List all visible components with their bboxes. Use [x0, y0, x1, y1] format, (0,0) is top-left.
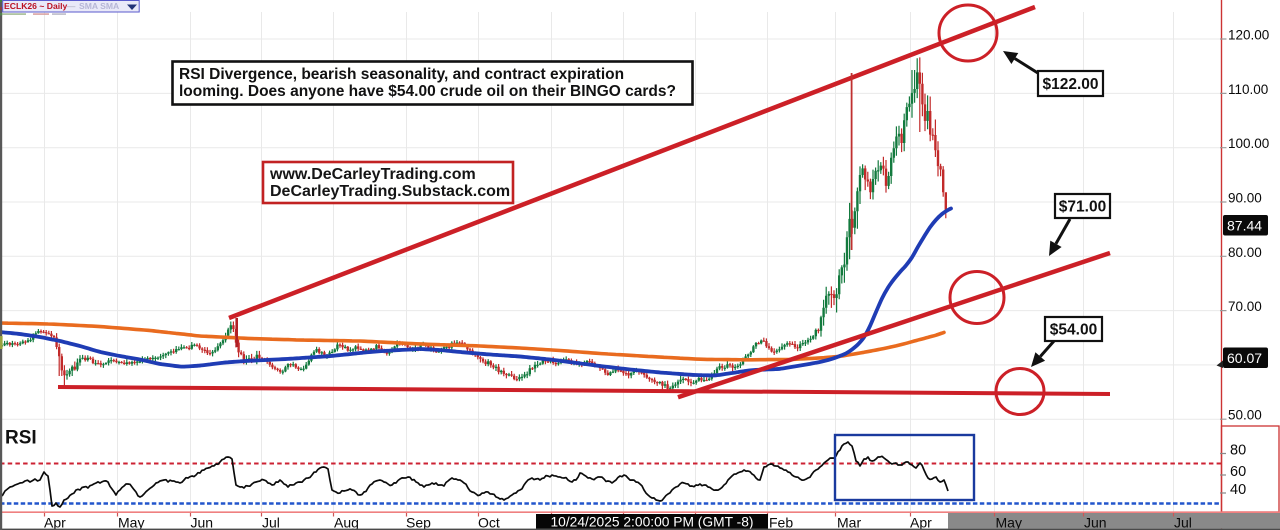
svg-text:10/24/2025 2:00:00 PM (GMT -8): 10/24/2025 2:00:00 PM (GMT -8) — [551, 515, 754, 530]
svg-text:looming. Does anyone have $54.: looming. Does anyone have $54.00 crude o… — [179, 83, 676, 100]
svg-text:120.00: 120.00 — [1228, 28, 1269, 43]
svg-text:87.44: 87.44 — [1227, 218, 1262, 234]
svg-text:Feb: Feb — [769, 515, 793, 530]
svg-text:DeCarleyTrading.Substack.com: DeCarleyTrading.Substack.com — [270, 183, 510, 200]
svg-text:Aug: Aug — [334, 515, 359, 530]
svg-text:$122.00: $122.00 — [1042, 76, 1098, 93]
svg-text:RSI: RSI — [5, 428, 37, 449]
svg-text:100.00: 100.00 — [1228, 136, 1269, 151]
svg-text:$71.00: $71.00 — [1059, 198, 1106, 215]
svg-text:$54.00: $54.00 — [1050, 321, 1097, 338]
svg-text:May: May — [118, 515, 144, 530]
svg-text:50.00: 50.00 — [1228, 408, 1262, 423]
svg-text:Apr: Apr — [44, 515, 66, 530]
svg-text:70.00: 70.00 — [1228, 299, 1262, 314]
svg-text:Apr: Apr — [910, 515, 932, 530]
svg-text:ECLK26 ~ Daily: ECLK26 ~ Daily — [4, 1, 68, 11]
svg-text:SMA SMA: SMA SMA — [79, 1, 119, 11]
svg-text:80: 80 — [1230, 443, 1246, 459]
svg-text:Jun: Jun — [1084, 515, 1107, 530]
svg-text:RSI Divergence, bearish season: RSI Divergence, bearish seasonality, and… — [179, 66, 624, 83]
svg-text:Jul: Jul — [1174, 515, 1192, 530]
svg-text:Jul: Jul — [262, 515, 280, 530]
svg-text:May: May — [996, 515, 1022, 530]
svg-text:90.00: 90.00 — [1228, 191, 1262, 206]
svg-text:110.00: 110.00 — [1228, 82, 1268, 97]
svg-text:—: — — [67, 1, 76, 11]
svg-text:60: 60 — [1230, 464, 1246, 480]
svg-text:Jun: Jun — [191, 515, 214, 530]
svg-text:Sep: Sep — [406, 515, 431, 530]
svg-text:40: 40 — [1230, 482, 1246, 498]
svg-text:Mar: Mar — [837, 515, 861, 530]
svg-text:80.00: 80.00 — [1228, 245, 1262, 260]
svg-text:60.07: 60.07 — [1227, 350, 1262, 366]
svg-text:www.DeCarleyTrading.com: www.DeCarleyTrading.com — [269, 166, 476, 183]
svg-text:Oct: Oct — [478, 515, 500, 530]
